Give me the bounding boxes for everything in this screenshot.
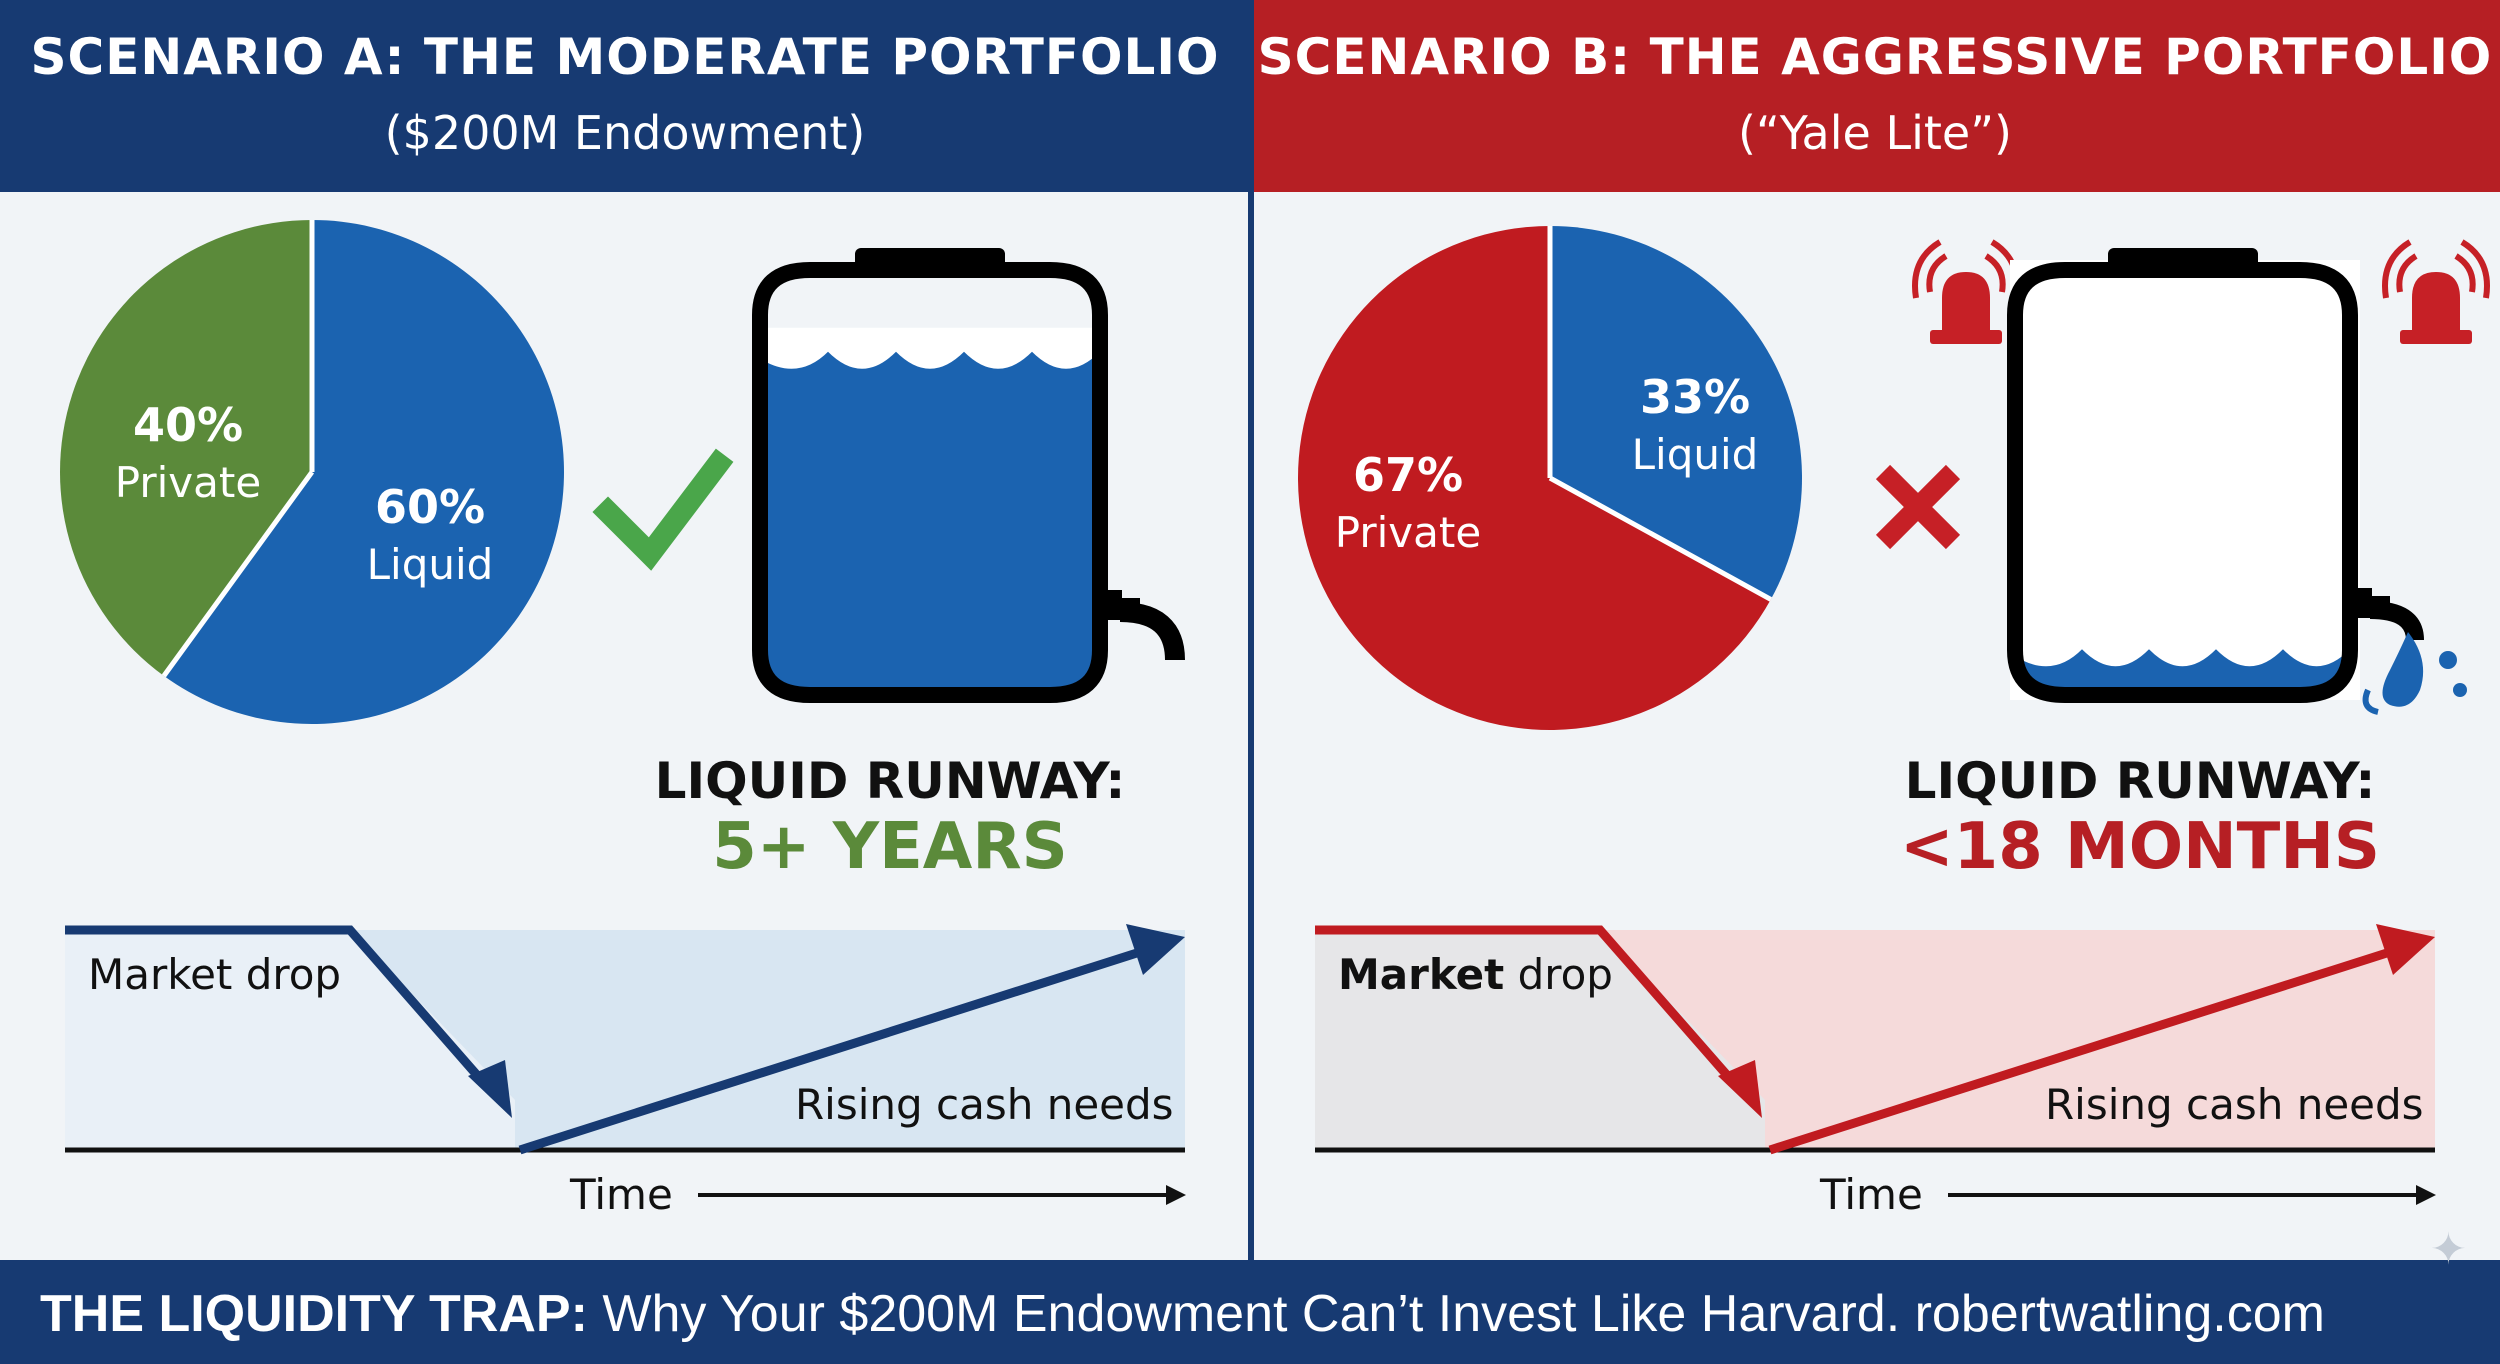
scenario-b-pie-chart [1298,226,1803,731]
cross-icon [1875,464,1961,550]
footer-bold-title: THE LIQUIDITY TRAP: [40,1285,588,1343]
market-drop-bold: Market [1338,950,1505,999]
pie-private-pct: 67% [1352,448,1464,502]
pie-liquid-pct: 33% [1639,370,1751,424]
market-drop-label: Market drop [1338,950,1613,999]
scenario-a-panel: SCENARIO A: THE MODERATE PORTFOLIO ($200… [0,0,1250,1260]
tank-water-wave [2015,625,2350,667]
checkmark-icon [592,448,734,571]
market-drop-line [1315,925,1744,1093]
alarm-siren-icon [2382,239,2490,344]
scenario-b-subtitle: (“Yale Lite”) [1738,106,2012,160]
scenario-a-title: SCENARIO A: THE MODERATE PORTFOLIO [30,28,1220,86]
pie-slice-liquid [163,220,564,724]
pie-slice-liquid [1550,226,1803,600]
scenario-a-runway-chart [65,924,1186,1205]
pie-slice-divider [161,220,315,678]
time-label: Time [1820,1170,1923,1219]
tank-water-wave [760,327,1100,369]
sparkle-icon: ✦ [2430,1225,2467,1274]
cash-needs-arrowhead [2376,924,2435,975]
scenario-b-graphics [1298,226,2490,1205]
pie-private-label: Private [1334,508,1482,557]
market-drop-text: drop [1517,950,1613,999]
time-arrowhead [2416,1185,2436,1205]
cash-needs-label: Rising cash needs [2045,1080,2424,1129]
alarm-siren-icon [1912,239,2020,344]
water-tank-icon [2007,248,2467,715]
runway-value: 5+ YEARS [712,810,1068,884]
scenario-b-header: SCENARIO B: THE AGGRESSIVE PORTFOLIO (“Y… [1250,0,2500,192]
pie-liquid-label: Liquid [366,540,494,589]
scenario-b-title: SCENARIO B: THE AGGRESSIVE PORTFOLIO [1257,28,2493,86]
runway-label: LIQUID RUNWAY: [654,752,1126,810]
cash-needs-line [1768,947,2392,1155]
pie-slice-divider [1547,226,1773,602]
market-drop-label: Market drop [88,950,341,999]
pie-slice-private [1298,226,1771,731]
pie-liquid-pct: 60% [374,480,486,534]
market-drop-arrowhead [468,1060,512,1118]
market-drop-arrowhead [1718,1060,1762,1118]
scenario-a-header: SCENARIO A: THE MODERATE PORTFOLIO ($200… [0,0,1250,192]
scenario-a-graphics [60,220,1186,1205]
pie-private-pct: 40% [132,398,244,452]
market-drop-text: Market drop [88,950,342,999]
scenario-a-pie-chart [60,220,564,724]
pie-slice-private [60,220,313,676]
runway-value: <18 MONTHS [1900,810,2380,884]
cash-needs-label: Rising cash needs [795,1080,1174,1129]
runway-label: LIQUID RUNWAY: [1904,752,2376,810]
pie-private-label: Private [114,458,262,507]
water-tank-icon [752,248,1185,703]
leaking-water-icon [2382,632,2424,707]
time-label: Time [570,1170,673,1219]
scenario-b-panel: SCENARIO B: THE AGGRESSIVE PORTFOLIO (“Y… [1250,0,2500,1260]
scenario-b-runway-chart [1315,924,2436,1205]
pie-liquid-label: Liquid [1631,430,1759,479]
footer-text: THE LIQUIDITY TRAP: Why Your $200M Endow… [40,1284,2325,1344]
cash-needs-line [518,947,1142,1155]
footer-body: Why Your $200M Endowment Can’t Invest Li… [602,1285,2325,1343]
panel-divider [1248,0,1254,1260]
market-drop-line [65,925,494,1093]
scenario-a-subtitle: ($200M Endowment) [384,106,866,160]
footer-banner: THE LIQUIDITY TRAP: Why Your $200M Endow… [0,1260,2500,1364]
tank-water-level [760,333,1100,695]
time-arrowhead [1166,1185,1186,1205]
cash-needs-arrowhead [1126,924,1185,975]
